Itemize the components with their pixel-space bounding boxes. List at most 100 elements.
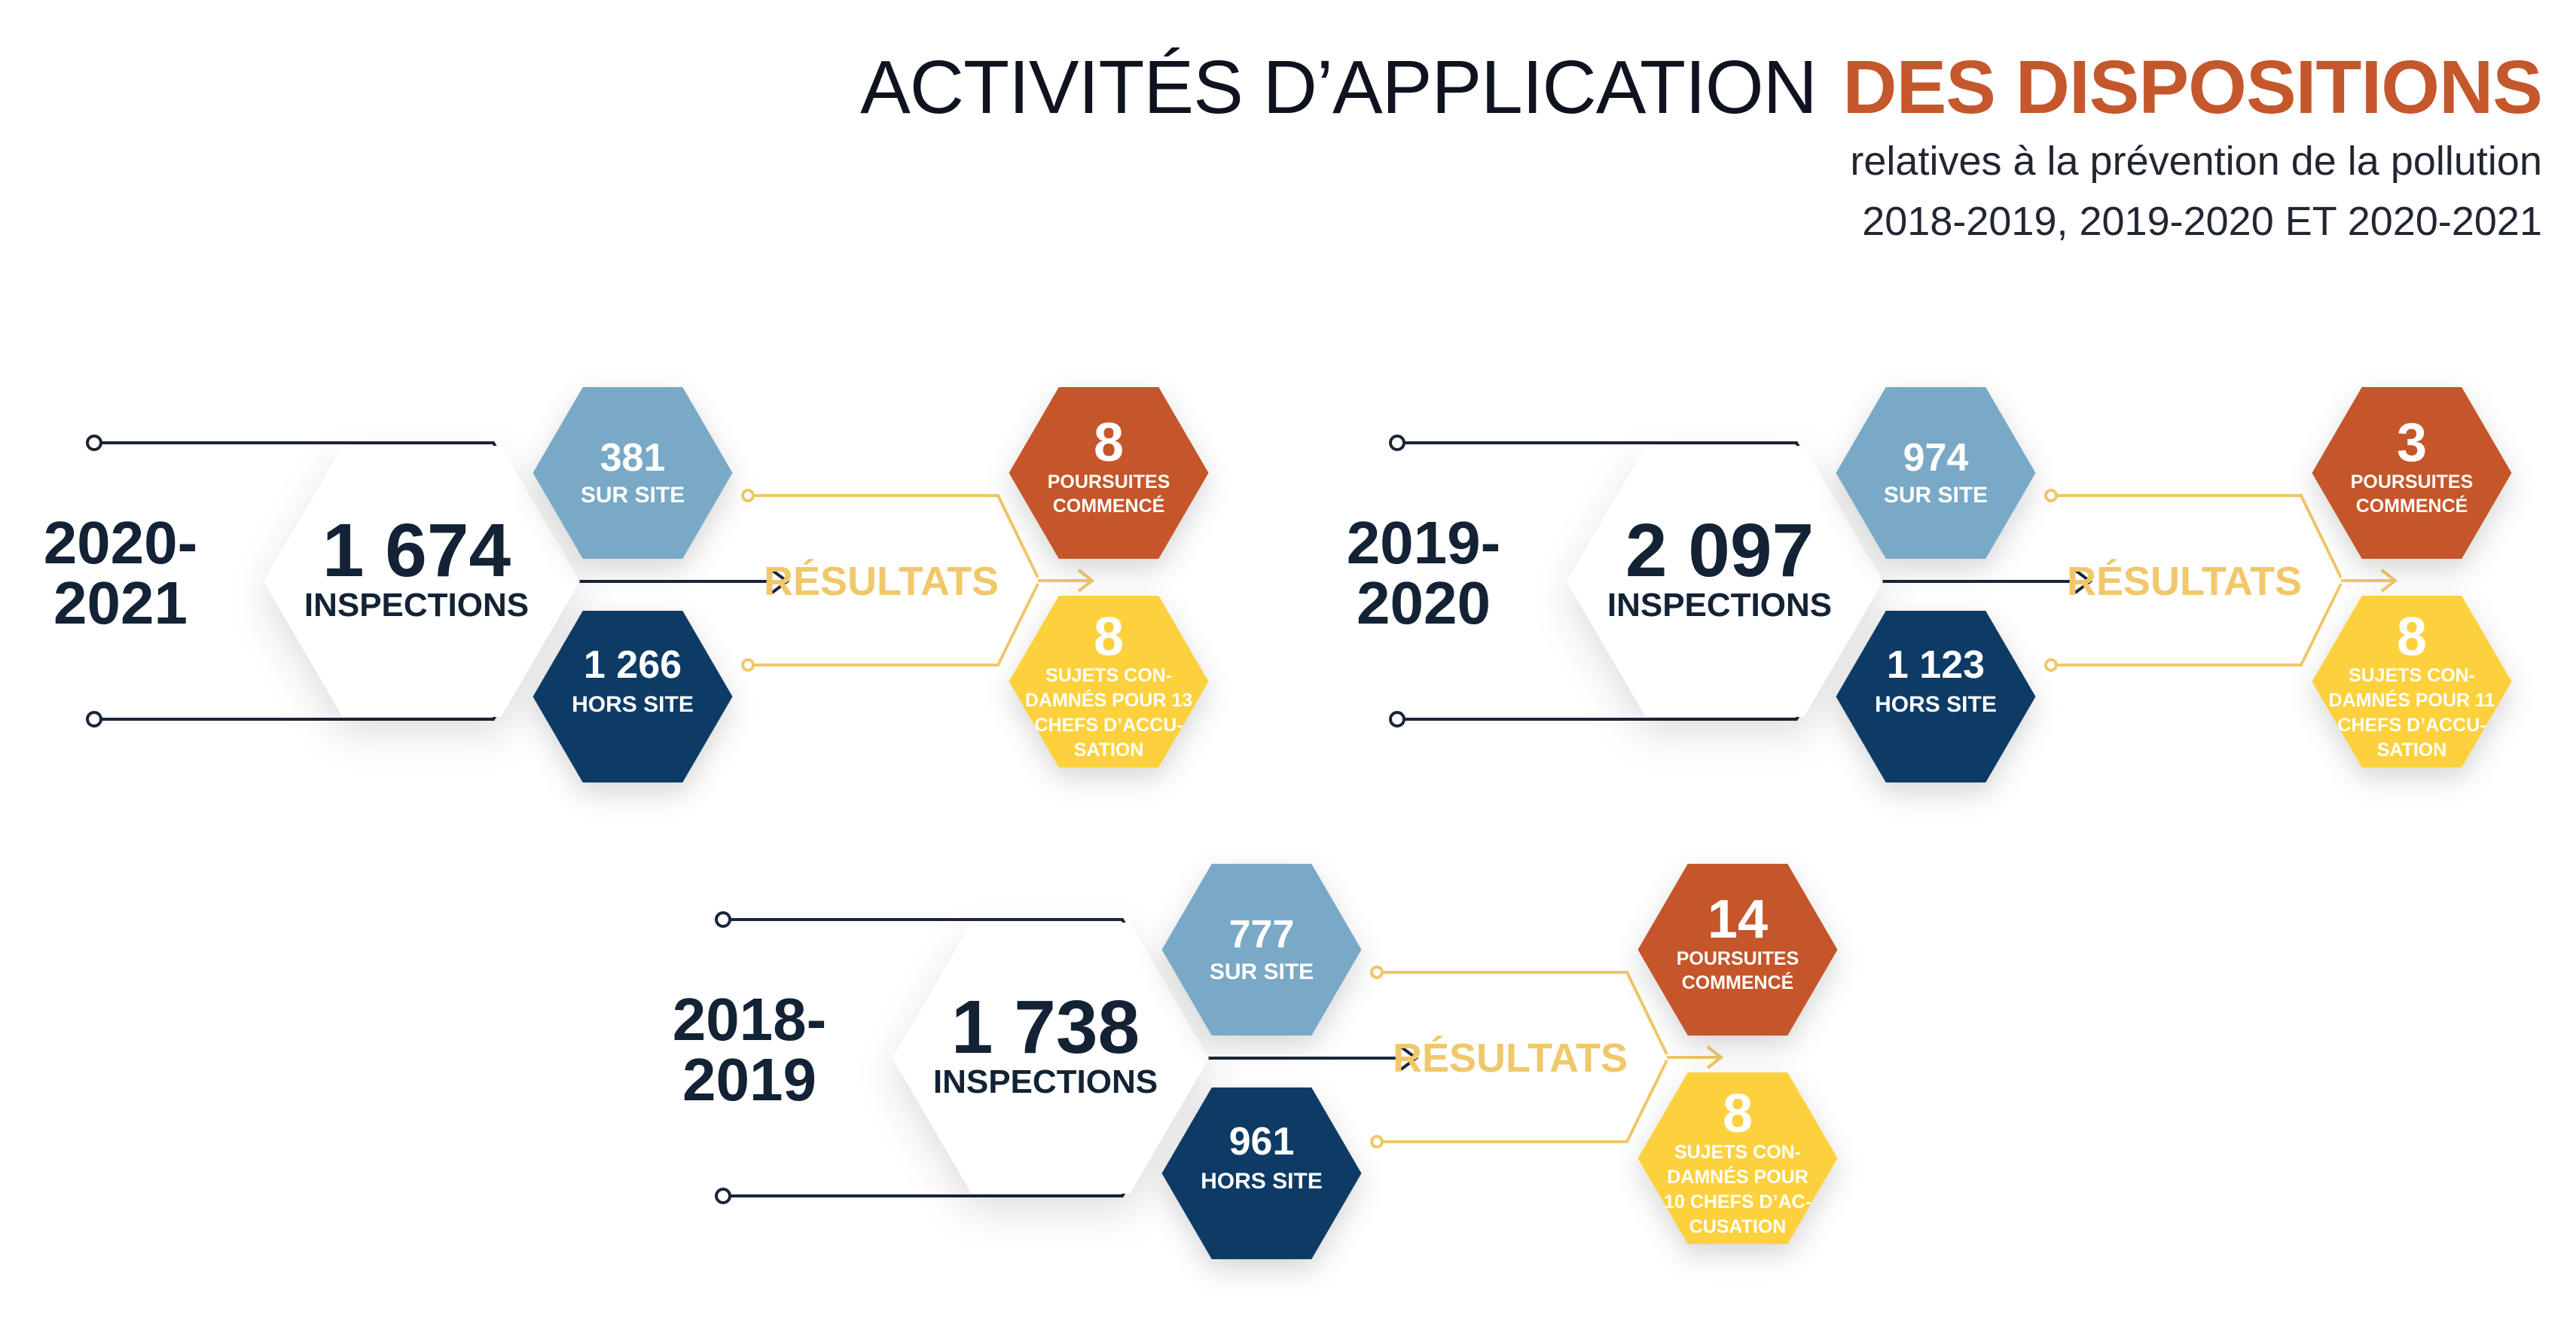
prosecutions-label-2: COMMENCÉ [2356, 495, 2468, 517]
on-site-hexagon [1161, 864, 1362, 1036]
line-start-dot [1389, 435, 1406, 451]
convicted-value: 8 [1094, 607, 1124, 667]
convicted-value: 8 [1723, 1084, 1753, 1144]
prosecutions-value: 14 [1708, 889, 1768, 950]
prosecutions-hexagon [1637, 864, 1838, 1036]
year-line-1: 2019- [1347, 509, 1501, 576]
title-main: ACTIVITÉS D’APPLICATION [860, 45, 1817, 130]
off-site-hexagon [1161, 1087, 1362, 1259]
page-title: ACTIVITÉS D’APPLICATION DES DISPOSITIONS [860, 45, 2542, 130]
convicted-label-line: SUJETS CON- [2349, 665, 2475, 686]
prosecutions-label-1: POURSUITES [1677, 948, 1799, 969]
convicted-label-line: 10 CHEFS D’AC- [1664, 1191, 1811, 1213]
off-site-value: 1 266 [584, 643, 682, 687]
results-label: RÉSULTATS [2067, 559, 2302, 604]
result-dot [2044, 658, 2058, 672]
year-line-1: 2018- [673, 986, 827, 1053]
prosecutions-hexagon [2312, 387, 2512, 559]
result-arrow-head-icon [1706, 1045, 1724, 1069]
convicted-label-line: DAMNÉS POUR 11 [2329, 689, 2495, 711]
arrow-head-icon [771, 569, 790, 594]
inspections-label: INSPECTIONS [304, 587, 529, 624]
inspections-label: INSPECTIONS [933, 1063, 1158, 1100]
inspections-total: 1 674 [322, 508, 511, 593]
off-site-label: HORS SITE [1201, 1169, 1323, 1194]
line-start-dot [715, 1188, 731, 1204]
result-line-bottom [748, 583, 1039, 666]
arrow-head-icon [2074, 569, 2093, 594]
result-dot [1370, 1135, 1384, 1148]
results-label: RÉSULTATS [764, 559, 999, 604]
prosecutions-value: 3 [2397, 413, 2427, 473]
convicted-label-line: CUSATION [1689, 1216, 1787, 1237]
prosecutions-label-2: COMMENCÉ [1682, 972, 1794, 993]
result-line-bottom [2051, 583, 2343, 666]
inspections-hexagon [264, 446, 580, 717]
off-site-hexagon [1836, 611, 2036, 782]
convicted-label-line: SATION [1074, 740, 1144, 761]
prosecutions-label-1: POURSUITES [2351, 471, 2474, 493]
subtitle-line-2: 2018-2019, 2019-2020 ET 2020-2021 [1862, 199, 2542, 244]
convicted-label-line: SUJETS CON- [1045, 665, 1172, 686]
year-line-2: 2020 [1357, 569, 1491, 636]
arrow-head-icon [1399, 1045, 1419, 1071]
on-site-label: SUR SITE [581, 483, 685, 508]
convicted-hexagon [1009, 596, 1209, 767]
title-accent: DES DISPOSITIONS [1842, 45, 2542, 130]
off-site-value: 1 123 [1887, 643, 1985, 687]
on-site-value: 974 [1903, 436, 1969, 480]
inspections-hexagon [1567, 446, 1883, 717]
convicted-label-line: DAMNÉS POUR [1667, 1166, 1808, 1188]
result-dot [741, 658, 755, 672]
line-start-dot [86, 435, 102, 451]
year-line-2: 2021 [53, 569, 188, 636]
on-site-hexagon [1836, 387, 2036, 559]
year-line-2: 2019 [682, 1046, 816, 1113]
off-site-label: HORS SITE [1875, 692, 1997, 717]
on-site-label: SUR SITE [1210, 959, 1314, 984]
convicted-label-line: DAMNÉS POUR 13 [1025, 689, 1192, 711]
line-start-dot [1389, 711, 1406, 728]
on-site-label: SUR SITE [1884, 483, 1988, 508]
on-site-hexagon [533, 387, 733, 559]
result-line-bottom [1377, 1060, 1668, 1143]
inspections-label: INSPECTIONS [1607, 587, 1832, 624]
convicted-hexagon [2312, 596, 2512, 767]
line-start-dot [715, 911, 731, 928]
on-site-value: 777 [1229, 913, 1295, 956]
convicted-label-line: CHEFS D’ACCU- [2337, 715, 2486, 736]
off-site-hexagon [533, 611, 733, 782]
inspections-total: 1 738 [951, 985, 1140, 1069]
inspections-hexagon [893, 923, 1209, 1194]
result-arrow-head-icon [2380, 569, 2398, 593]
result-dot [1370, 965, 1384, 979]
convicted-label-line: SATION [2377, 740, 2447, 761]
off-site-value: 961 [1229, 1120, 1295, 1164]
off-site-label: HORS SITE [572, 692, 694, 717]
subtitle-line-1: relatives à la prévention de la pollutio… [1850, 139, 2542, 184]
inspections-total: 2 097 [1625, 508, 1814, 593]
convicted-label-line: SUJETS CON- [1674, 1142, 1801, 1163]
result-line-top [748, 494, 1039, 578]
result-line-top [1377, 971, 1668, 1055]
convicted-label-line: CHEFS D’ACCU- [1034, 715, 1183, 736]
prosecutions-label-1: POURSUITES [1048, 471, 1170, 493]
convicted-hexagon [1637, 1072, 1838, 1244]
year-line-1: 2020- [44, 509, 198, 576]
line-start-dot [86, 711, 102, 728]
prosecutions-hexagon [1009, 387, 1209, 559]
header: ACTIVITÉS D’APPLICATION DES DISPOSITIONS… [860, 45, 2543, 244]
results-label: RÉSULTATS [1393, 1036, 1628, 1081]
prosecutions-label-2: COMMENCÉ [1053, 495, 1165, 517]
convicted-value: 8 [2397, 607, 2427, 667]
prosecutions-value: 8 [1094, 413, 1124, 473]
result-dot [2044, 489, 2058, 502]
result-line-top [2051, 494, 2343, 578]
result-arrow-head-icon [1077, 569, 1095, 593]
result-dot [741, 489, 755, 502]
